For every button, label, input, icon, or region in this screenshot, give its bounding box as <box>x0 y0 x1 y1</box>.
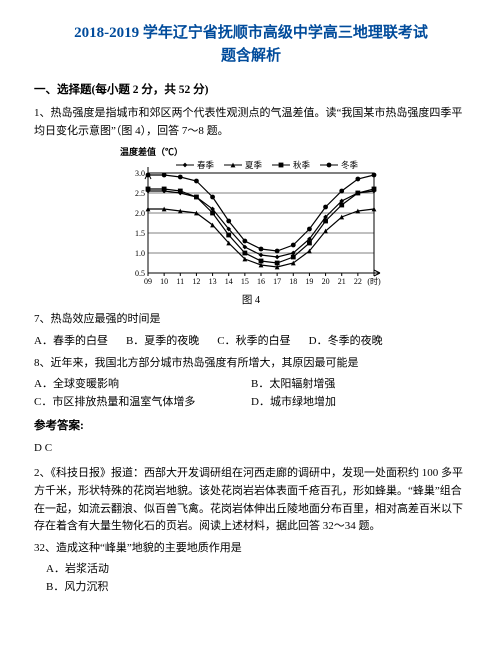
svg-text:11: 11 <box>176 277 184 286</box>
svg-text:2.5: 2.5 <box>135 189 145 198</box>
q7-opt-a: A．春季的白昼 <box>34 333 108 351</box>
svg-text:16: 16 <box>257 277 265 286</box>
svg-text:0.5: 0.5 <box>135 269 145 278</box>
svg-text:夏季: 夏季 <box>245 160 263 170</box>
svg-text:1.5: 1.5 <box>135 229 145 238</box>
answer-heading: 参考答案: <box>34 417 468 435</box>
y-axis-label: 温度差值（℃） <box>120 146 183 157</box>
q7-opt-c: C．秋季的白昼 <box>217 333 290 351</box>
chart-series <box>146 172 377 269</box>
q2-intro: 2、《科技日报》报道：西部大开发调研组在河西走廊的调研中，发现一处面积约 100… <box>34 465 468 535</box>
svg-text:19: 19 <box>305 277 313 286</box>
q32-stem: 32、造成这种“峰巢”地貌的主要地质作用是 <box>34 540 468 558</box>
chart-grid <box>148 173 374 273</box>
svg-text:2.0: 2.0 <box>135 209 145 218</box>
q7-stem: 7、热岛效应最强的时间是 <box>34 311 468 329</box>
y-ticks: 3.0 2.5 2.0 1.5 1.0 0.5 <box>135 169 145 278</box>
q32-opt-b: B．风力沉积 <box>46 579 468 597</box>
q7-options: A．春季的白昼 B．夏季的夜晚 C．秋季的白昼 D．冬季的夜晚 <box>34 333 468 351</box>
svg-text:21: 21 <box>338 277 346 286</box>
chart-svg: 温度差值（℃） 春季 夏季 秋季 冬季 09 10 11 12 13 14 15 16 17 18 19 2… <box>116 145 386 293</box>
svg-text:12: 12 <box>192 277 200 286</box>
svg-text:13: 13 <box>209 277 217 286</box>
q32-options: A．岩浆活动 B．风力沉积 <box>46 561 468 596</box>
title-line1: 2018-2019 学年辽宁省抚顺市高级中学高三地理联考试 <box>74 25 428 41</box>
svg-text:3.0: 3.0 <box>135 169 145 178</box>
chart-legend: 春季 夏季 秋季 冬季 <box>176 160 359 170</box>
svg-text:1.0: 1.0 <box>135 249 145 258</box>
svg-text:15: 15 <box>241 277 249 286</box>
doc-title: 2018-2019 学年辽宁省抚顺市高级中学高三地理联考试 题含解析 <box>34 22 468 67</box>
q8-opt-a: A．全球变暖影响 <box>34 376 251 394</box>
figure-caption: 图 4 <box>242 293 260 310</box>
q1-intro: 1、热岛强度是指城市和郊区两个代表性观测点的气温差值。读“我国某市热岛强度四季平… <box>34 105 468 140</box>
svg-text:春季: 春季 <box>197 160 215 170</box>
svg-text:20: 20 <box>322 277 330 286</box>
q8-options: A．全球变暖影响 B．太阳辐射增强 C．市区排放热量和温室气体增多 D．城市绿地… <box>34 376 468 411</box>
svg-text:秋季: 秋季 <box>293 160 311 170</box>
q7-opt-b: B．夏季的夜晚 <box>126 333 199 351</box>
section-heading: 一、选择题(每小题 2 分，共 52 分) <box>34 81 468 99</box>
svg-text:09: 09 <box>144 277 152 286</box>
q8-stem: 8、近年来，我国北方部分城市热岛强度有所增大，其原因最可能是 <box>34 355 468 373</box>
title-line2: 题含解析 <box>221 48 281 64</box>
q32-opt-a: A．岩浆活动 <box>46 561 468 579</box>
svg-text:14: 14 <box>225 277 233 286</box>
answer-text: D C <box>34 440 468 458</box>
svg-text:(时): (时) <box>367 276 381 286</box>
svg-text:17: 17 <box>273 277 281 286</box>
x-ticks: 09 10 11 12 13 14 15 16 17 18 19 20 21 22 (时) <box>144 273 381 286</box>
q8-opt-d: D．城市绿地增加 <box>251 394 468 412</box>
svg-text:18: 18 <box>289 277 297 286</box>
figure-4: 温度差值（℃） 春季 夏季 秋季 冬季 09 10 11 12 13 14 15 16 17 18 19 2… <box>34 145 468 310</box>
q7-opt-d: D．冬季的夜晚 <box>309 333 383 351</box>
svg-text:10: 10 <box>160 277 168 286</box>
svg-text:冬季: 冬季 <box>341 160 359 170</box>
q8-opt-c: C．市区排放热量和温室气体增多 <box>34 394 251 412</box>
q8-opt-b: B．太阳辐射增强 <box>251 376 468 394</box>
svg-text:22: 22 <box>354 277 362 286</box>
